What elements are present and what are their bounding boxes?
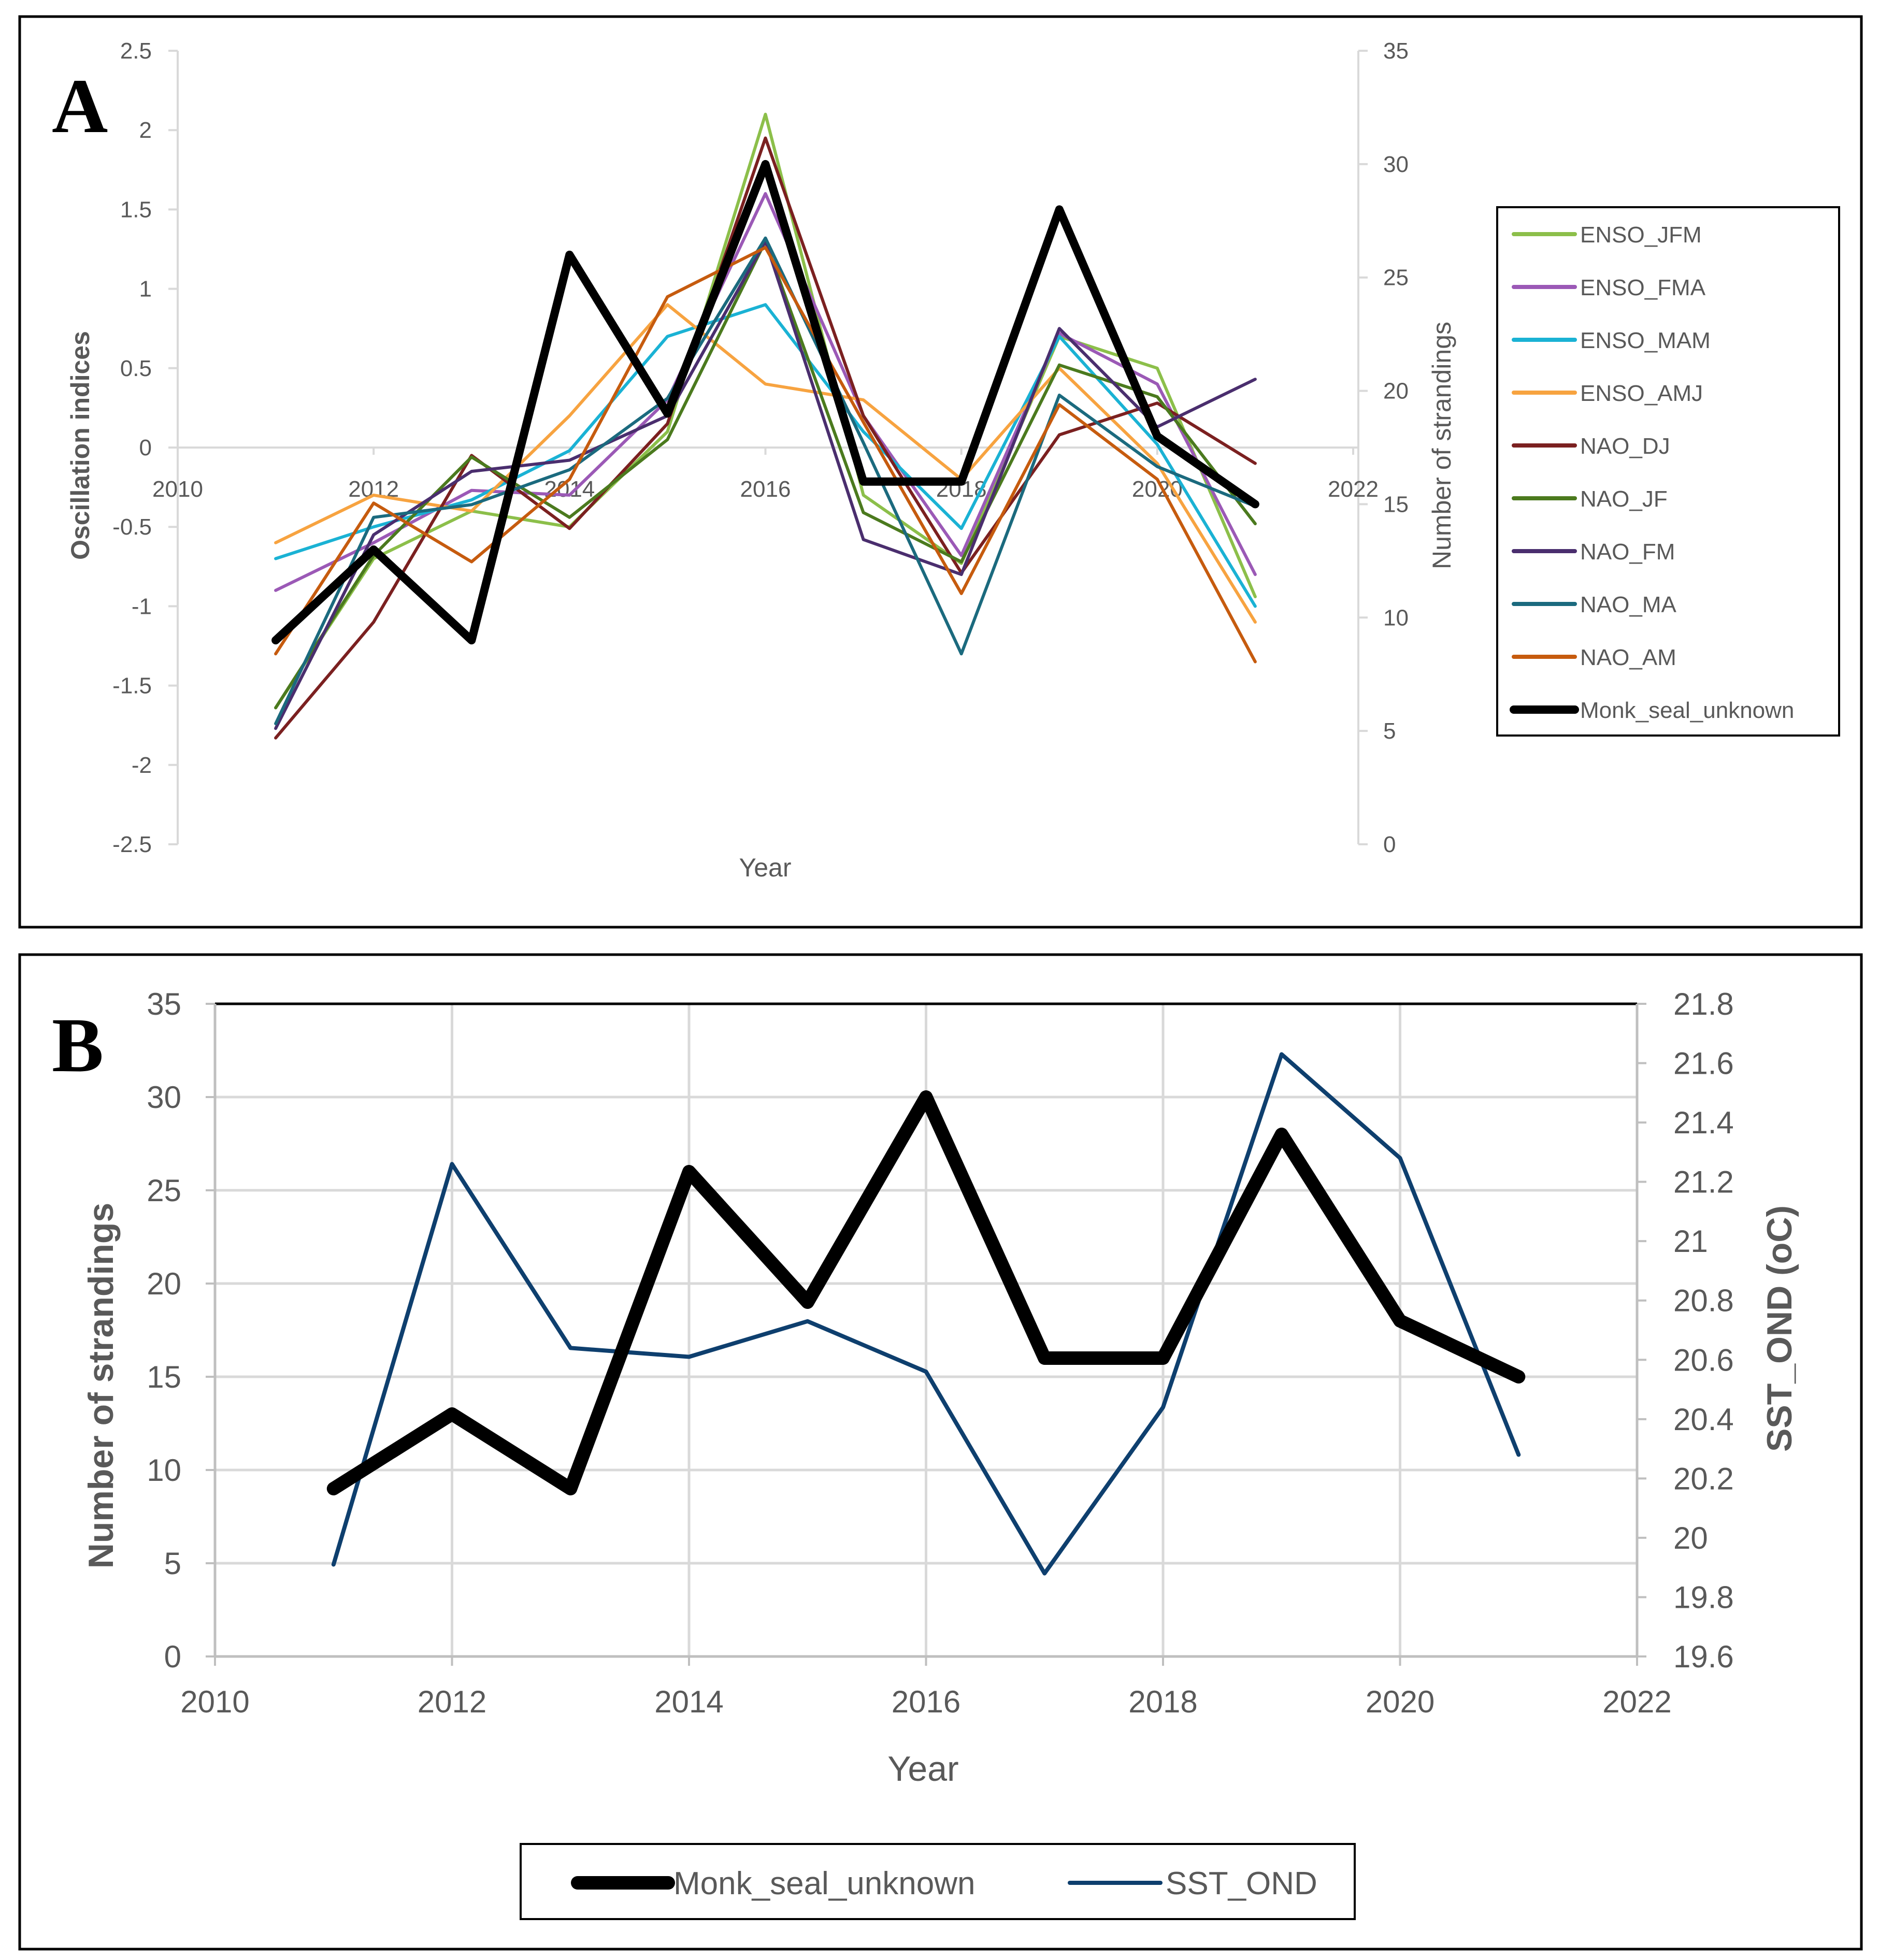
panel-a-legend-label: Monk_seal_unknown [1580, 698, 1794, 723]
panel-b-x-tick-label: 2018 [1128, 1684, 1197, 1719]
panel-a-legend-label: NAO_DJ [1580, 434, 1670, 459]
panel-a: A 2.5 2 1.5 1 0.5 0 -0.5 -1 -1.5 -2 -2.5 35 30 25 20 15… [18, 15, 1863, 929]
panel-a-y-tick-label: 2.5 [120, 38, 152, 64]
panel-a-label: A [52, 63, 108, 149]
panel-b-y-tick-label: 5 [164, 1546, 181, 1581]
panel-b-x-axis-title: Year [887, 1749, 958, 1789]
panel-b-x-tick-label: 2012 [418, 1684, 486, 1719]
panel-a-frame [18, 15, 1863, 929]
panel-a-series-line-monk-seal-unknown [271, 160, 1259, 645]
panel-b-frame [18, 953, 1863, 1951]
panel-a-legend-label: NAO_AM [1580, 645, 1676, 670]
panel-a-x-tick-label: 2022 [1328, 477, 1379, 502]
panel-a-series-line-nao-am [274, 246, 1257, 664]
panel-a-series [271, 112, 1259, 740]
panel-b-y-tick-label: 25 [147, 1173, 181, 1208]
panel-a-y-axis-title: Oscillation indices [66, 331, 95, 560]
panel-b-y2-tick-label: 21 [1673, 1224, 1708, 1259]
panel-a-y-tick-label: -1 [132, 594, 152, 619]
panel-b-y-tick-label: 10 [147, 1453, 181, 1488]
panel-a-y-tick-label: -2 [132, 753, 152, 778]
panel-b-y2-tick-label: 19.6 [1673, 1639, 1734, 1674]
panel-b-legend-label: SST_OND [1166, 1866, 1317, 1901]
panel-a-y-tick-label: 1 [139, 277, 152, 302]
panel-b-y2-tick-label: 21.2 [1673, 1165, 1734, 1200]
panel-b-y-tick-label: 20 [147, 1266, 181, 1301]
panel-a-legend-box [1496, 206, 1840, 737]
panel-a-legend-entries: ENSO_JFM ENSO_FMA ENSO_MAM ENSO_AMJ NAO_DJ NA… [1510, 222, 1794, 723]
panel-b-x-tick-label: 2022 [1602, 1684, 1671, 1719]
panel-a-legend-label: NAO_JF [1580, 486, 1668, 512]
panel-a-x-tick-label: 2010 [152, 477, 203, 502]
panel-a-y-tick-label: 0.5 [120, 356, 152, 381]
panel-b-label: B [52, 1002, 104, 1088]
panel-a-x-tick-label: 2016 [740, 477, 791, 502]
panel-a-legend-label: ENSO_JFM [1580, 222, 1702, 248]
panel-a-legend-label: ENSO_MAM [1580, 328, 1711, 353]
panel-a-legend-label: ENSO_AMJ [1580, 381, 1703, 406]
panel-a-y2-tick-label: 0 [1383, 832, 1396, 857]
panel-b-y2-tick-label: 20.6 [1673, 1343, 1734, 1377]
panel-b-x-tick-label: 2020 [1366, 1684, 1435, 1719]
panel-a-legend-label: ENSO_FMA [1580, 275, 1706, 300]
panel-a-y2-tick-label: 35 [1383, 38, 1409, 64]
panel-a-series-line-enso-amj [274, 303, 1257, 624]
panel-b-x-tick-label: 2010 [180, 1684, 249, 1719]
panel-b-series-line-monk-seal-unknown [326, 1090, 1526, 1495]
panel-b-y2-tick-label: 19.8 [1673, 1580, 1734, 1615]
panel-a-y2-tick-label: 10 [1383, 605, 1409, 630]
panel-a-y-tick-label: 2 [139, 118, 152, 143]
panel-a-series-line-nao-ma [274, 236, 1257, 726]
panel-b-x-tick-label: 2014 [654, 1684, 723, 1719]
panel-a-series-line-nao-dj [274, 136, 1257, 740]
panel-b-y-tick-label: 30 [147, 1080, 181, 1115]
panel-a-y-tick-label: 0 [139, 435, 152, 460]
panel-a-y2-axis-title: Number of strandings [1427, 322, 1456, 569]
panel-a-legend-label: NAO_FM [1580, 539, 1675, 565]
panel-a-y-tick-label: -2.5 [112, 832, 152, 857]
panel-b-y2-tick-label: 21.8 [1673, 987, 1734, 1021]
panel-b-y2-tick-label: 21.4 [1673, 1105, 1734, 1140]
panel-a-y-tick-label: 1.5 [120, 197, 152, 222]
panel-b-y2-axis-title: SST_OND (oC) [1760, 1205, 1799, 1452]
panel-a-y2-tick-label: 5 [1383, 718, 1396, 744]
panel-a-y-tick-label: -0.5 [112, 514, 152, 540]
panel-a-axes: 2.5 2 1.5 1 0.5 0 -0.5 -1 -1.5 -2 -2.5 35 30 25 20 15 10… [112, 38, 1409, 857]
panel-b-gridlines [215, 1004, 1637, 1656]
panel-b-series [326, 1052, 1526, 1576]
panel-b-y2-tick-label: 20.2 [1673, 1461, 1734, 1496]
panel-b-y-tick-label: 35 [147, 987, 181, 1021]
panel-b-y-axis-title: Number of strandings [81, 1203, 121, 1569]
panel-a-y2-tick-label: 15 [1383, 492, 1409, 517]
panel-a-y-tick-label: -1.5 [112, 673, 152, 699]
panel-a-legend-label: NAO_MA [1580, 592, 1676, 617]
panel-b-y-tick-label: 0 [164, 1639, 181, 1674]
panel-b-x-tick-label: 2016 [892, 1684, 960, 1719]
panel-a-y2-tick-label: 30 [1383, 152, 1409, 177]
panel-b-y-tick-label: 15 [147, 1360, 181, 1394]
panel-a-legend: ENSO_JFM ENSO_FMA ENSO_MAM ENSO_AMJ NAO_DJ NA… [1496, 206, 1840, 737]
panel-b-y2-tick-label: 20 [1673, 1521, 1708, 1555]
panel-a-x-axis-title: Year [739, 853, 791, 882]
panel-b-legend-label: Monk_seal_unknown [673, 1866, 976, 1901]
panel-b-y2-tick-label: 20.8 [1673, 1284, 1734, 1318]
panel-a-series-line-enso-jfm [274, 112, 1257, 710]
panel-b-y2-tick-label: 21.6 [1673, 1046, 1734, 1081]
panel-b-y2-tick-label: 20.4 [1673, 1402, 1734, 1437]
panel-a-y2-tick-label: 25 [1383, 265, 1409, 291]
panel-a-y2-tick-label: 20 [1383, 379, 1409, 404]
panel-b-legend: Monk_seal_unknown SST_OND [520, 1843, 1356, 1920]
panel-b-legend-entries: Monk_seal_unknown SST_OND [571, 1866, 1317, 1901]
panel-b-series-line-sst-ond [331, 1052, 1521, 1576]
